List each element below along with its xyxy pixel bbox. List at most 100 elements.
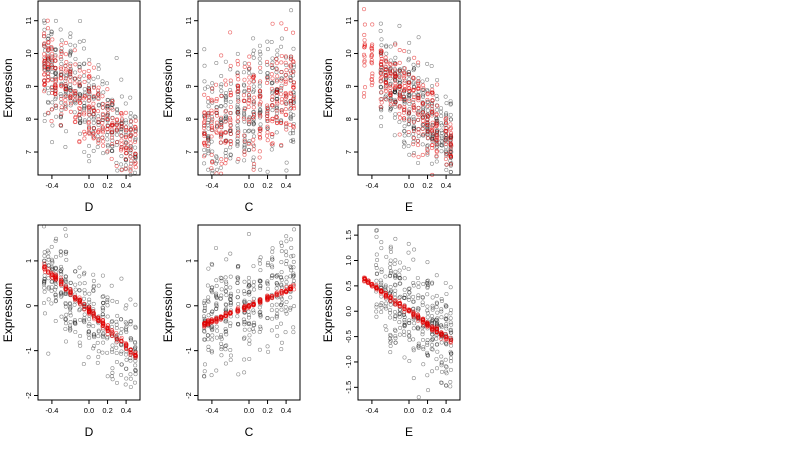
fitted-point <box>59 105 64 110</box>
observed-point <box>124 140 129 145</box>
observed-point <box>219 121 224 126</box>
observed-point <box>87 317 92 322</box>
fitted-point <box>110 101 115 106</box>
fitted-point <box>96 109 101 114</box>
observed-point <box>374 234 379 239</box>
observed-point <box>279 260 284 265</box>
observed-point <box>402 70 407 75</box>
observed-point <box>444 317 449 322</box>
observed-point <box>133 345 138 350</box>
fitted-point <box>228 90 233 95</box>
observed-point <box>95 144 100 149</box>
fitted-point <box>247 54 252 59</box>
observed-point <box>202 305 207 310</box>
observed-point <box>105 144 110 149</box>
y-tick-label: 10 <box>24 49 33 57</box>
observed-point <box>123 306 128 311</box>
observed-point <box>284 275 289 280</box>
fitted-point <box>45 26 51 31</box>
fitted-point <box>133 118 138 123</box>
observed-point <box>228 156 233 161</box>
observed-point <box>265 169 270 174</box>
observed-point <box>218 84 223 89</box>
observed-point <box>73 56 78 61</box>
observed-point <box>416 160 421 165</box>
fitted-point <box>219 315 224 320</box>
observed-point <box>206 337 211 342</box>
y-tick-label: 0.5 <box>344 281 353 291</box>
fitted-point <box>402 104 407 110</box>
x-tick-label: 0.0 <box>84 181 94 190</box>
observed-point <box>430 122 435 127</box>
observed-point <box>439 138 444 143</box>
observed-point <box>434 322 439 327</box>
fitted-point <box>379 74 384 79</box>
observed-point <box>73 269 78 274</box>
observed-point <box>58 253 63 258</box>
observed-point <box>251 55 256 60</box>
observed-point <box>77 62 82 67</box>
fitted-point <box>53 83 58 88</box>
observed-point <box>210 89 215 94</box>
observed-point <box>288 274 293 279</box>
fitted-point <box>362 38 367 43</box>
observed-point <box>246 121 251 126</box>
observed-point <box>63 304 68 309</box>
fitted-point <box>100 105 105 110</box>
fitted-point <box>235 308 240 313</box>
observed-point <box>63 326 68 331</box>
observed-point <box>242 370 247 375</box>
x-tick-label: 0.0 <box>404 181 414 190</box>
observed-point <box>275 273 280 278</box>
fitted-point <box>412 55 417 60</box>
fitted-point <box>42 41 47 46</box>
observed-point <box>202 298 207 303</box>
observed-point <box>123 326 128 331</box>
observed-point <box>45 85 50 90</box>
observed-point <box>209 324 214 329</box>
fitted-point <box>420 115 426 120</box>
observed-point <box>202 316 207 321</box>
observed-point <box>421 347 426 352</box>
fitted-point <box>42 31 47 36</box>
observed-point <box>393 288 398 293</box>
observed-point <box>223 361 228 366</box>
observed-point <box>133 153 138 158</box>
fitted-point <box>246 61 252 66</box>
observed-point <box>402 296 407 301</box>
fitted-point <box>119 121 124 126</box>
observed-point <box>109 320 114 325</box>
observed-point <box>406 133 411 138</box>
observed-point <box>46 276 51 281</box>
observed-point <box>63 277 68 282</box>
fitted-point <box>223 82 229 87</box>
observed-point <box>133 367 138 372</box>
observed-point <box>49 279 54 284</box>
fitted-point <box>383 64 388 69</box>
observed-point <box>258 324 263 329</box>
observed-point <box>384 43 389 48</box>
observed-point <box>59 291 64 296</box>
fitted-point <box>63 87 68 92</box>
fitted-point <box>228 110 233 115</box>
observed-point <box>63 144 68 149</box>
observed-point <box>63 249 68 254</box>
observed-point <box>426 278 431 283</box>
observed-point <box>68 313 73 318</box>
observed-point <box>379 310 384 315</box>
observed-point <box>449 330 454 335</box>
observed-point <box>87 291 92 296</box>
observed-point <box>402 118 407 123</box>
observed-point <box>242 158 247 163</box>
observed-point <box>388 350 393 355</box>
observed-point <box>224 94 229 99</box>
fitted-point <box>81 112 87 117</box>
observed-point <box>59 38 64 43</box>
observed-point <box>265 280 270 285</box>
observed-point <box>388 271 393 276</box>
fitted-point <box>236 130 241 135</box>
observed-point <box>105 314 110 319</box>
fitted-point <box>46 110 51 115</box>
observed-point <box>236 109 241 114</box>
